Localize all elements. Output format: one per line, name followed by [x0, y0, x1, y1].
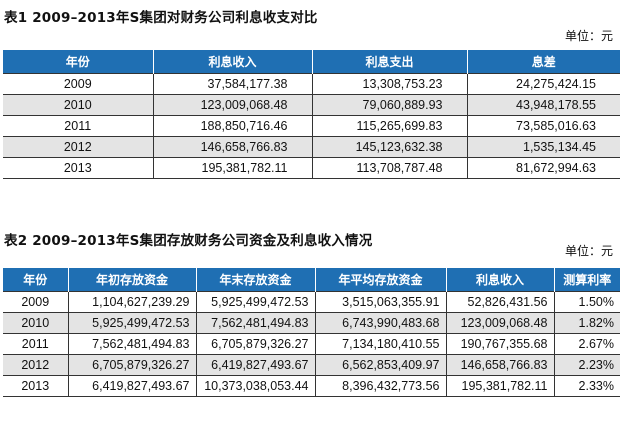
cell-opening-deposit: 6,419,827,493.67	[67, 375, 196, 397]
cell-estimated-rate: 1.82%	[553, 312, 620, 334]
column-header-opening-deposit: 年初存放资金	[67, 268, 196, 292]
table-row: 2011 188,850,716.46 115,265,699.83 73,58…	[3, 115, 620, 137]
column-header-year: 年份	[3, 268, 68, 292]
cell-interest-expense: 113,708,787.48	[311, 157, 467, 179]
cell-average-deposit: 6,562,853,409.97	[314, 354, 446, 376]
table-header-row: 年份 利息收入 利息支出 息差	[3, 50, 620, 74]
cell-interest-spread: 24,275,424.15	[466, 73, 620, 95]
cell-interest-spread: 81,672,994.63	[466, 157, 620, 179]
cell-closing-deposit: 6,419,827,493.67	[195, 354, 315, 376]
table-row: 2009 1,104,627,239.29 5,925,499,472.53 3…	[3, 291, 620, 313]
cell-interest-income: 52,826,431.56	[445, 291, 554, 313]
cell-opening-deposit: 7,562,481,494.83	[67, 333, 196, 355]
table1-unit: 单位：元	[564, 29, 613, 43]
table-row: 2012 6,705,879,326.27 6,419,827,493.67 6…	[3, 354, 620, 376]
table1-title: 表1 2009–2013年S集团对财务公司利息收支对比	[4, 10, 318, 26]
table-row: 2013 195,381,782.11 113,708,787.48 81,67…	[3, 157, 620, 179]
cell-interest-income: 195,381,782.11	[152, 157, 312, 179]
column-header-average-deposit: 年平均存放资金	[314, 268, 446, 292]
cell-year: 2009	[3, 73, 153, 95]
cell-estimated-rate: 1.50%	[553, 291, 620, 313]
table-row: 2010 123,009,068.48 79,060,889.93 43,948…	[3, 94, 620, 116]
cell-interest-income: 146,658,766.83	[445, 354, 554, 376]
cell-interest-income: 37,584,177.38	[152, 73, 312, 95]
cell-opening-deposit: 6,705,879,326.27	[67, 354, 196, 376]
cell-interest-spread: 1,535,134.45	[466, 136, 620, 158]
table-row: 2010 5,925,499,472.53 7,562,481,494.83 6…	[3, 312, 620, 334]
table-row: 2013 6,419,827,493.67 10,373,038,053.44 …	[3, 375, 620, 397]
cell-average-deposit: 6,743,990,483.68	[314, 312, 446, 334]
column-header-interest-income: 利息收入	[445, 268, 554, 292]
cell-average-deposit: 7,134,180,410.55	[314, 333, 446, 355]
column-header-estimated-rate: 测算利率	[553, 268, 620, 292]
table2-unit: 单位：元	[564, 244, 613, 258]
column-header-year: 年份	[3, 50, 153, 74]
cell-interest-spread: 73,585,016.63	[466, 115, 620, 137]
interest-comparison-table: 年份 利息收入 利息支出 息差 2009 37,584,177.38 13,30…	[3, 50, 620, 179]
cell-opening-deposit: 1,104,627,239.29	[67, 291, 196, 313]
column-header-interest-expense: 利息支出	[311, 50, 467, 74]
cell-closing-deposit: 6,705,879,326.27	[195, 333, 315, 355]
cell-interest-income: 195,381,782.11	[445, 375, 554, 397]
cell-interest-income: 188,850,716.46	[152, 115, 312, 137]
cell-closing-deposit: 10,373,038,053.44	[195, 375, 315, 397]
cell-year: 2011	[3, 333, 68, 355]
cell-interest-income: 123,009,068.48	[445, 312, 554, 334]
cell-year: 2009	[3, 291, 68, 313]
cell-interest-spread: 43,948,178.55	[466, 94, 620, 116]
cell-interest-income: 190,767,355.68	[445, 333, 554, 355]
cell-estimated-rate: 2.23%	[553, 354, 620, 376]
cell-year: 2013	[3, 157, 153, 179]
cell-interest-expense: 145,123,632.38	[311, 136, 467, 158]
column-header-interest-income: 利息收入	[152, 50, 312, 74]
cell-interest-expense: 115,265,699.83	[311, 115, 467, 137]
cell-estimated-rate: 2.33%	[553, 375, 620, 397]
cell-year: 2011	[3, 115, 153, 137]
cell-interest-expense: 13,308,753.23	[311, 73, 467, 95]
cell-opening-deposit: 5,925,499,472.53	[67, 312, 196, 334]
cell-estimated-rate: 2.67%	[553, 333, 620, 355]
cell-interest-income: 146,658,766.83	[152, 136, 312, 158]
cell-closing-deposit: 5,925,499,472.53	[195, 291, 315, 313]
cell-year: 2012	[3, 354, 68, 376]
cell-year: 2010	[3, 94, 153, 116]
cell-year: 2010	[3, 312, 68, 334]
cell-interest-expense: 79,060,889.93	[311, 94, 467, 116]
table-row: 2011 7,562,481,494.83 6,705,879,326.27 7…	[3, 333, 620, 355]
deposit-interest-table: 年份 年初存放资金 年末存放资金 年平均存放资金 利息收入 测算利率 2009 …	[3, 268, 620, 397]
cell-interest-income: 123,009,068.48	[152, 94, 312, 116]
cell-year: 2013	[3, 375, 68, 397]
column-header-interest-spread: 息差	[466, 50, 620, 74]
column-header-closing-deposit: 年末存放资金	[195, 268, 315, 292]
cell-year: 2012	[3, 136, 153, 158]
table-header-row: 年份 年初存放资金 年末存放资金 年平均存放资金 利息收入 测算利率	[3, 268, 620, 292]
table-row: 2009 37,584,177.38 13,308,753.23 24,275,…	[3, 73, 620, 95]
cell-average-deposit: 3,515,063,355.91	[314, 291, 446, 313]
table2-title: 表2 2009–2013年S集团存放财务公司资金及利息收入情况	[4, 233, 373, 249]
cell-closing-deposit: 7,562,481,494.83	[195, 312, 315, 334]
table-row: 2012 146,658,766.83 145,123,632.38 1,535…	[3, 136, 620, 158]
cell-average-deposit: 8,396,432,773.56	[314, 375, 446, 397]
